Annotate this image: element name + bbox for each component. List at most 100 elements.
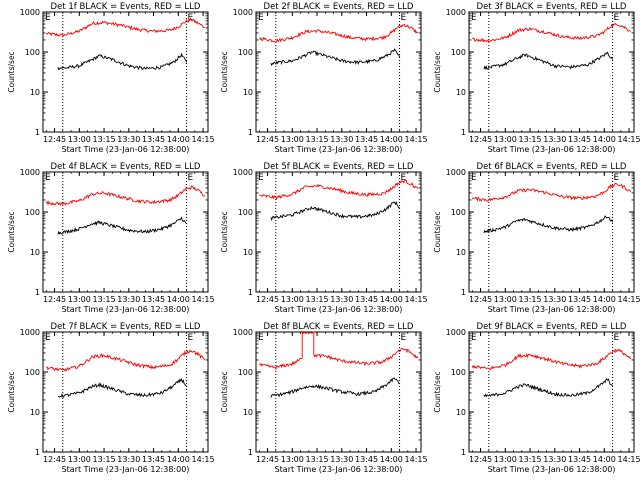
x-tick-label: 13:45 (142, 135, 165, 144)
events-series-line (270, 201, 400, 222)
marker-label: E (401, 333, 407, 343)
marker-label: E (45, 173, 51, 183)
y-tick-label: 100 (451, 208, 466, 217)
x-tick-label: 14:00 (593, 455, 616, 464)
y-tick-label: 100 (25, 368, 40, 377)
x-tick-label: 14:15 (405, 135, 428, 144)
x-tick-label: 13:45 (568, 295, 591, 304)
events-series-line (57, 53, 188, 71)
marker-label: E (614, 173, 620, 183)
x-tick-label: 13:15 (519, 295, 542, 304)
y-axis-label: Counts/sec (220, 371, 229, 412)
lld-series-line (472, 22, 631, 44)
chart-title: Det 1f BLACK = Events, RED = LLD (51, 2, 201, 12)
lld-series-line (259, 179, 419, 201)
x-axis-label: Start Time (23-Jan-06 12:38:00) (488, 145, 616, 154)
x-tick-label: 13:45 (568, 135, 591, 144)
x-tick-label: 14:00 (380, 295, 403, 304)
lld-series-line (471, 182, 632, 202)
events-series-line (57, 377, 187, 398)
marker-label: E (614, 13, 620, 23)
y-tick-label: 10 (243, 408, 253, 417)
y-tick-label: 1 (248, 288, 253, 297)
marker-label: E (401, 173, 407, 183)
chart-title: Det 7f BLACK = Events, RED = LLD (51, 322, 201, 332)
x-tick-label: 14:00 (167, 135, 190, 144)
x-tick-label: 14:00 (167, 295, 190, 304)
x-tick-label: 13:00 (68, 135, 91, 144)
y-tick-label: 10 (30, 408, 40, 417)
lld-series-line (259, 23, 419, 43)
events-series-line (483, 51, 614, 70)
chart-svg: Det 8f BLACK = Events, RED = LLD 1 10 100 10… (220, 322, 428, 474)
x-tick-label: 14:15 (618, 135, 640, 144)
y-tick-label: 1000 (446, 328, 466, 337)
x-tick-label: 13:15 (519, 455, 542, 464)
x-tick-label: 12:45 (469, 295, 492, 304)
detector-panel-5: Det 5f BLACK = Events, RED = LLD 1 10 100 10… (213, 160, 428, 320)
y-tick-label: 10 (456, 248, 466, 257)
y-axis-label: Counts/sec (220, 211, 229, 252)
y-tick-label: 100 (25, 208, 40, 217)
y-tick-label: 100 (238, 48, 253, 57)
y-tick-label: 1000 (20, 8, 40, 17)
x-tick-label: 13:15 (93, 135, 116, 144)
events-series-line (270, 377, 400, 398)
lld-series-line (259, 330, 419, 371)
x-tick-label: 13:15 (93, 295, 116, 304)
chart-svg: Det 6f BLACK = Events, RED = LLD 1 10 100 10… (433, 162, 640, 314)
x-tick-label: 13:30 (543, 295, 566, 304)
marker-label: E (188, 333, 194, 343)
x-tick-label: 13:00 (494, 295, 517, 304)
x-tick-label: 13:30 (330, 455, 353, 464)
chart-svg: Det 5f BLACK = Events, RED = LLD 1 10 100 10… (220, 162, 428, 314)
lld-series-line (45, 185, 206, 207)
x-axis-label: Start Time (23-Jan-06 12:38:00) (488, 465, 616, 474)
x-tick-label: 14:15 (192, 295, 215, 304)
x-axis-label: Start Time (23-Jan-06 12:38:00) (275, 465, 403, 474)
lld-series-line (45, 17, 205, 38)
plot-frame (468, 11, 635, 133)
x-tick-label: 12:45 (469, 135, 492, 144)
x-tick-label: 14:00 (593, 135, 616, 144)
detector-panel-4: Det 4f BLACK = Events, RED = LLD 1 10 100 10… (0, 160, 215, 320)
y-tick-label: 1 (35, 128, 40, 137)
detector-panel-3: Det 3f BLACK = Events, RED = LLD 1 10 100 10… (426, 0, 640, 160)
y-tick-label: 10 (243, 248, 253, 257)
events-series-line (483, 378, 613, 398)
y-tick-label: 100 (25, 48, 40, 57)
chart-svg: Det 7f BLACK = Events, RED = LLD 1 10 100 10… (7, 322, 215, 474)
x-tick-label: 13:15 (306, 295, 329, 304)
x-tick-label: 14:15 (192, 135, 215, 144)
y-axis-label: Counts/sec (7, 51, 16, 92)
x-tick-label: 13:30 (117, 295, 140, 304)
y-tick-label: 100 (238, 208, 253, 217)
detector-panel-8: Det 8f BLACK = Events, RED = LLD 1 10 100 10… (213, 320, 428, 480)
x-tick-label: 12:45 (256, 135, 279, 144)
y-tick-label: 10 (243, 88, 253, 97)
marker-label: E (614, 333, 620, 343)
events-series-line (57, 216, 187, 235)
marker-label: E (188, 173, 194, 183)
x-tick-label: 13:00 (281, 135, 304, 144)
x-tick-label: 13:45 (355, 455, 378, 464)
lld-series-line (471, 348, 632, 371)
lld-series-line (45, 349, 206, 372)
y-tick-label: 100 (451, 368, 466, 377)
y-tick-label: 1000 (446, 168, 466, 177)
plot-frame (42, 331, 209, 453)
x-tick-label: 14:15 (618, 295, 640, 304)
plot-frame (255, 171, 422, 293)
x-axis-label: Start Time (23-Jan-06 12:38:00) (62, 465, 190, 474)
x-tick-label: 14:15 (405, 295, 428, 304)
y-tick-label: 1 (35, 288, 40, 297)
plot-frame (255, 331, 422, 453)
plot-frame (42, 171, 209, 293)
y-tick-label: 10 (30, 248, 40, 257)
chart-title: Det 5f BLACK = Events, RED = LLD (264, 162, 414, 172)
y-tick-label: 10 (456, 408, 466, 417)
x-tick-label: 12:45 (469, 455, 492, 464)
y-axis-label: Counts/sec (220, 51, 229, 92)
x-tick-label: 12:45 (43, 295, 66, 304)
y-tick-label: 10 (456, 88, 466, 97)
